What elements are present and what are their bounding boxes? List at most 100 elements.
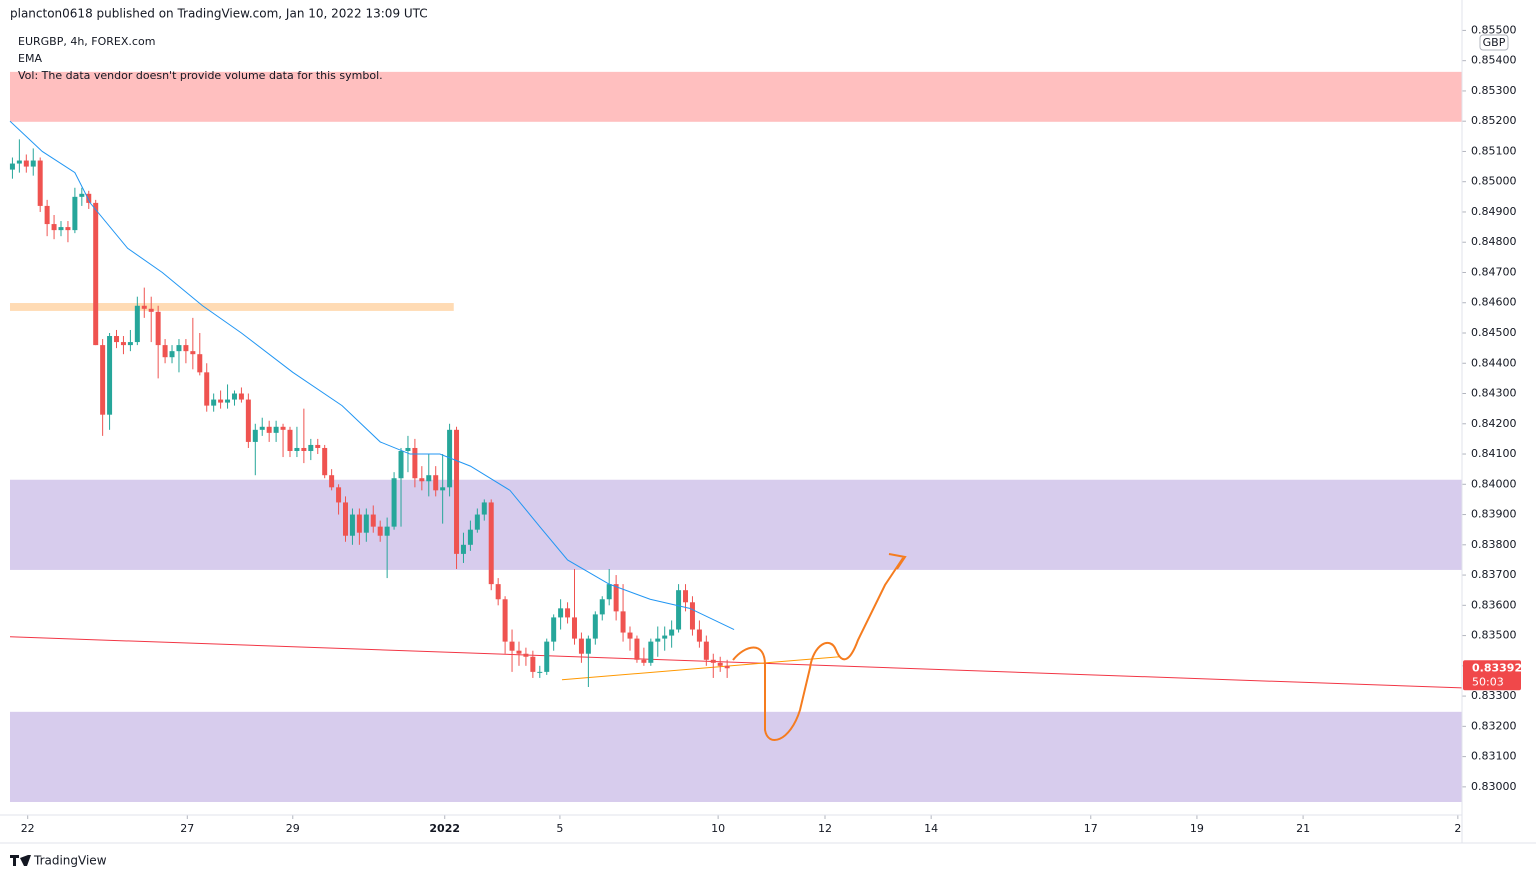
y-tick-label: 0.83100 <box>1471 750 1517 763</box>
candle-body <box>9 163 15 170</box>
candle-body <box>245 399 251 442</box>
candle-body <box>655 638 661 642</box>
trend-line <box>561 656 840 681</box>
candle-body <box>419 478 425 482</box>
y-tick-label: 0.83700 <box>1471 568 1517 581</box>
candle-body <box>155 311 161 346</box>
y-tick-label: 0.85000 <box>1471 175 1517 188</box>
candle-body <box>93 202 99 346</box>
candle-body <box>315 444 321 448</box>
candle-body <box>669 629 675 636</box>
candle-body <box>197 354 203 373</box>
y-tick-label: 0.84100 <box>1471 447 1517 460</box>
candle-body <box>592 614 598 639</box>
candle-body <box>86 193 92 203</box>
candle-body <box>724 665 730 669</box>
candle-body <box>502 599 508 642</box>
candle-body <box>211 399 217 406</box>
x-tick-label: 17 <box>1084 822 1098 835</box>
candle-body <box>599 599 605 615</box>
candle-body <box>495 584 501 600</box>
candle-body <box>225 399 231 403</box>
y-tick-label: 0.83900 <box>1471 508 1517 521</box>
candle-body <box>23 160 29 167</box>
trend-line <box>9 636 1463 689</box>
candle-body <box>509 641 515 651</box>
candle-body <box>72 196 78 231</box>
candle-body <box>231 393 237 400</box>
candle-body <box>259 426 265 430</box>
candle-body <box>405 447 411 452</box>
candle-body <box>558 608 564 618</box>
candle-body <box>696 629 702 642</box>
candle-body <box>440 487 446 491</box>
candle-body <box>141 305 147 309</box>
x-tick-label: 14 <box>924 822 938 835</box>
candle-body <box>703 641 709 660</box>
candle-body <box>433 475 439 491</box>
y-tick-label: 0.84200 <box>1471 417 1517 430</box>
candle-body <box>516 650 522 654</box>
y-tick-label: 0.83200 <box>1471 719 1517 732</box>
candle-body <box>384 526 390 536</box>
candle-body <box>683 590 689 603</box>
candle-body <box>474 514 480 530</box>
candle-body <box>280 426 286 430</box>
candle-body <box>176 345 182 352</box>
candle-body <box>16 160 22 164</box>
header: plancton0618 published on TradingView.co… <box>10 7 428 21</box>
candle-body <box>252 429 258 442</box>
currency: GBP <box>1483 36 1506 49</box>
candle-body <box>204 372 210 406</box>
candle-body <box>356 514 362 533</box>
candle-body <box>51 224 57 231</box>
candle-body <box>127 342 133 346</box>
zone <box>10 479 1462 570</box>
logo <box>10 855 31 866</box>
candle-body <box>273 426 279 433</box>
candle-body <box>322 447 328 476</box>
candle-body <box>377 526 383 536</box>
indicator-legend: EMA <box>18 52 42 65</box>
plot <box>9 120 1463 689</box>
x-tick-label: 12 <box>818 822 832 835</box>
candle-body <box>530 656 536 672</box>
y-tick-label: 0.83800 <box>1471 538 1517 551</box>
y-tick-label: 0.84700 <box>1471 265 1517 278</box>
x-tick-label: 5 <box>556 822 563 835</box>
candle-body <box>565 608 571 618</box>
candle-body <box>148 308 154 312</box>
zones <box>10 71 1462 802</box>
hand-drawing <box>732 553 907 741</box>
candle-body <box>447 429 453 488</box>
y-tick-label: 0.85100 <box>1471 144 1517 157</box>
candle-body <box>44 205 50 225</box>
candle-body <box>100 345 106 415</box>
candle-body <box>571 617 577 639</box>
volume-note: Vol: The data vendor doesn't provide vol… <box>18 69 383 82</box>
candle-body <box>467 529 473 545</box>
y-tick-label: 0.85300 <box>1471 84 1517 97</box>
candle-body <box>613 584 619 612</box>
candle-body <box>37 160 43 206</box>
candle-body <box>578 638 584 654</box>
axes: 0.830000.831000.832000.833000.834000.835… <box>21 23 1517 835</box>
ema-line <box>9 120 735 630</box>
candle-body <box>648 641 654 663</box>
candle-body <box>460 544 466 554</box>
candle-body <box>391 478 397 527</box>
x-tick-label: 19 <box>1190 822 1204 835</box>
candle-body <box>301 447 307 452</box>
countdown: 50:03 <box>1472 675 1504 688</box>
symbol: EURGBP, 4h, FOREX.com <box>18 35 155 48</box>
zone <box>10 711 1462 802</box>
candle-body <box>717 662 723 666</box>
candle-body <box>370 514 376 527</box>
y-tick-label: 0.83500 <box>1471 629 1517 642</box>
candle-body <box>544 641 550 672</box>
candle-body <box>426 475 432 482</box>
candle-body <box>641 659 647 663</box>
candle-body <box>710 659 716 663</box>
last-price: 0.83392 <box>1472 661 1522 674</box>
